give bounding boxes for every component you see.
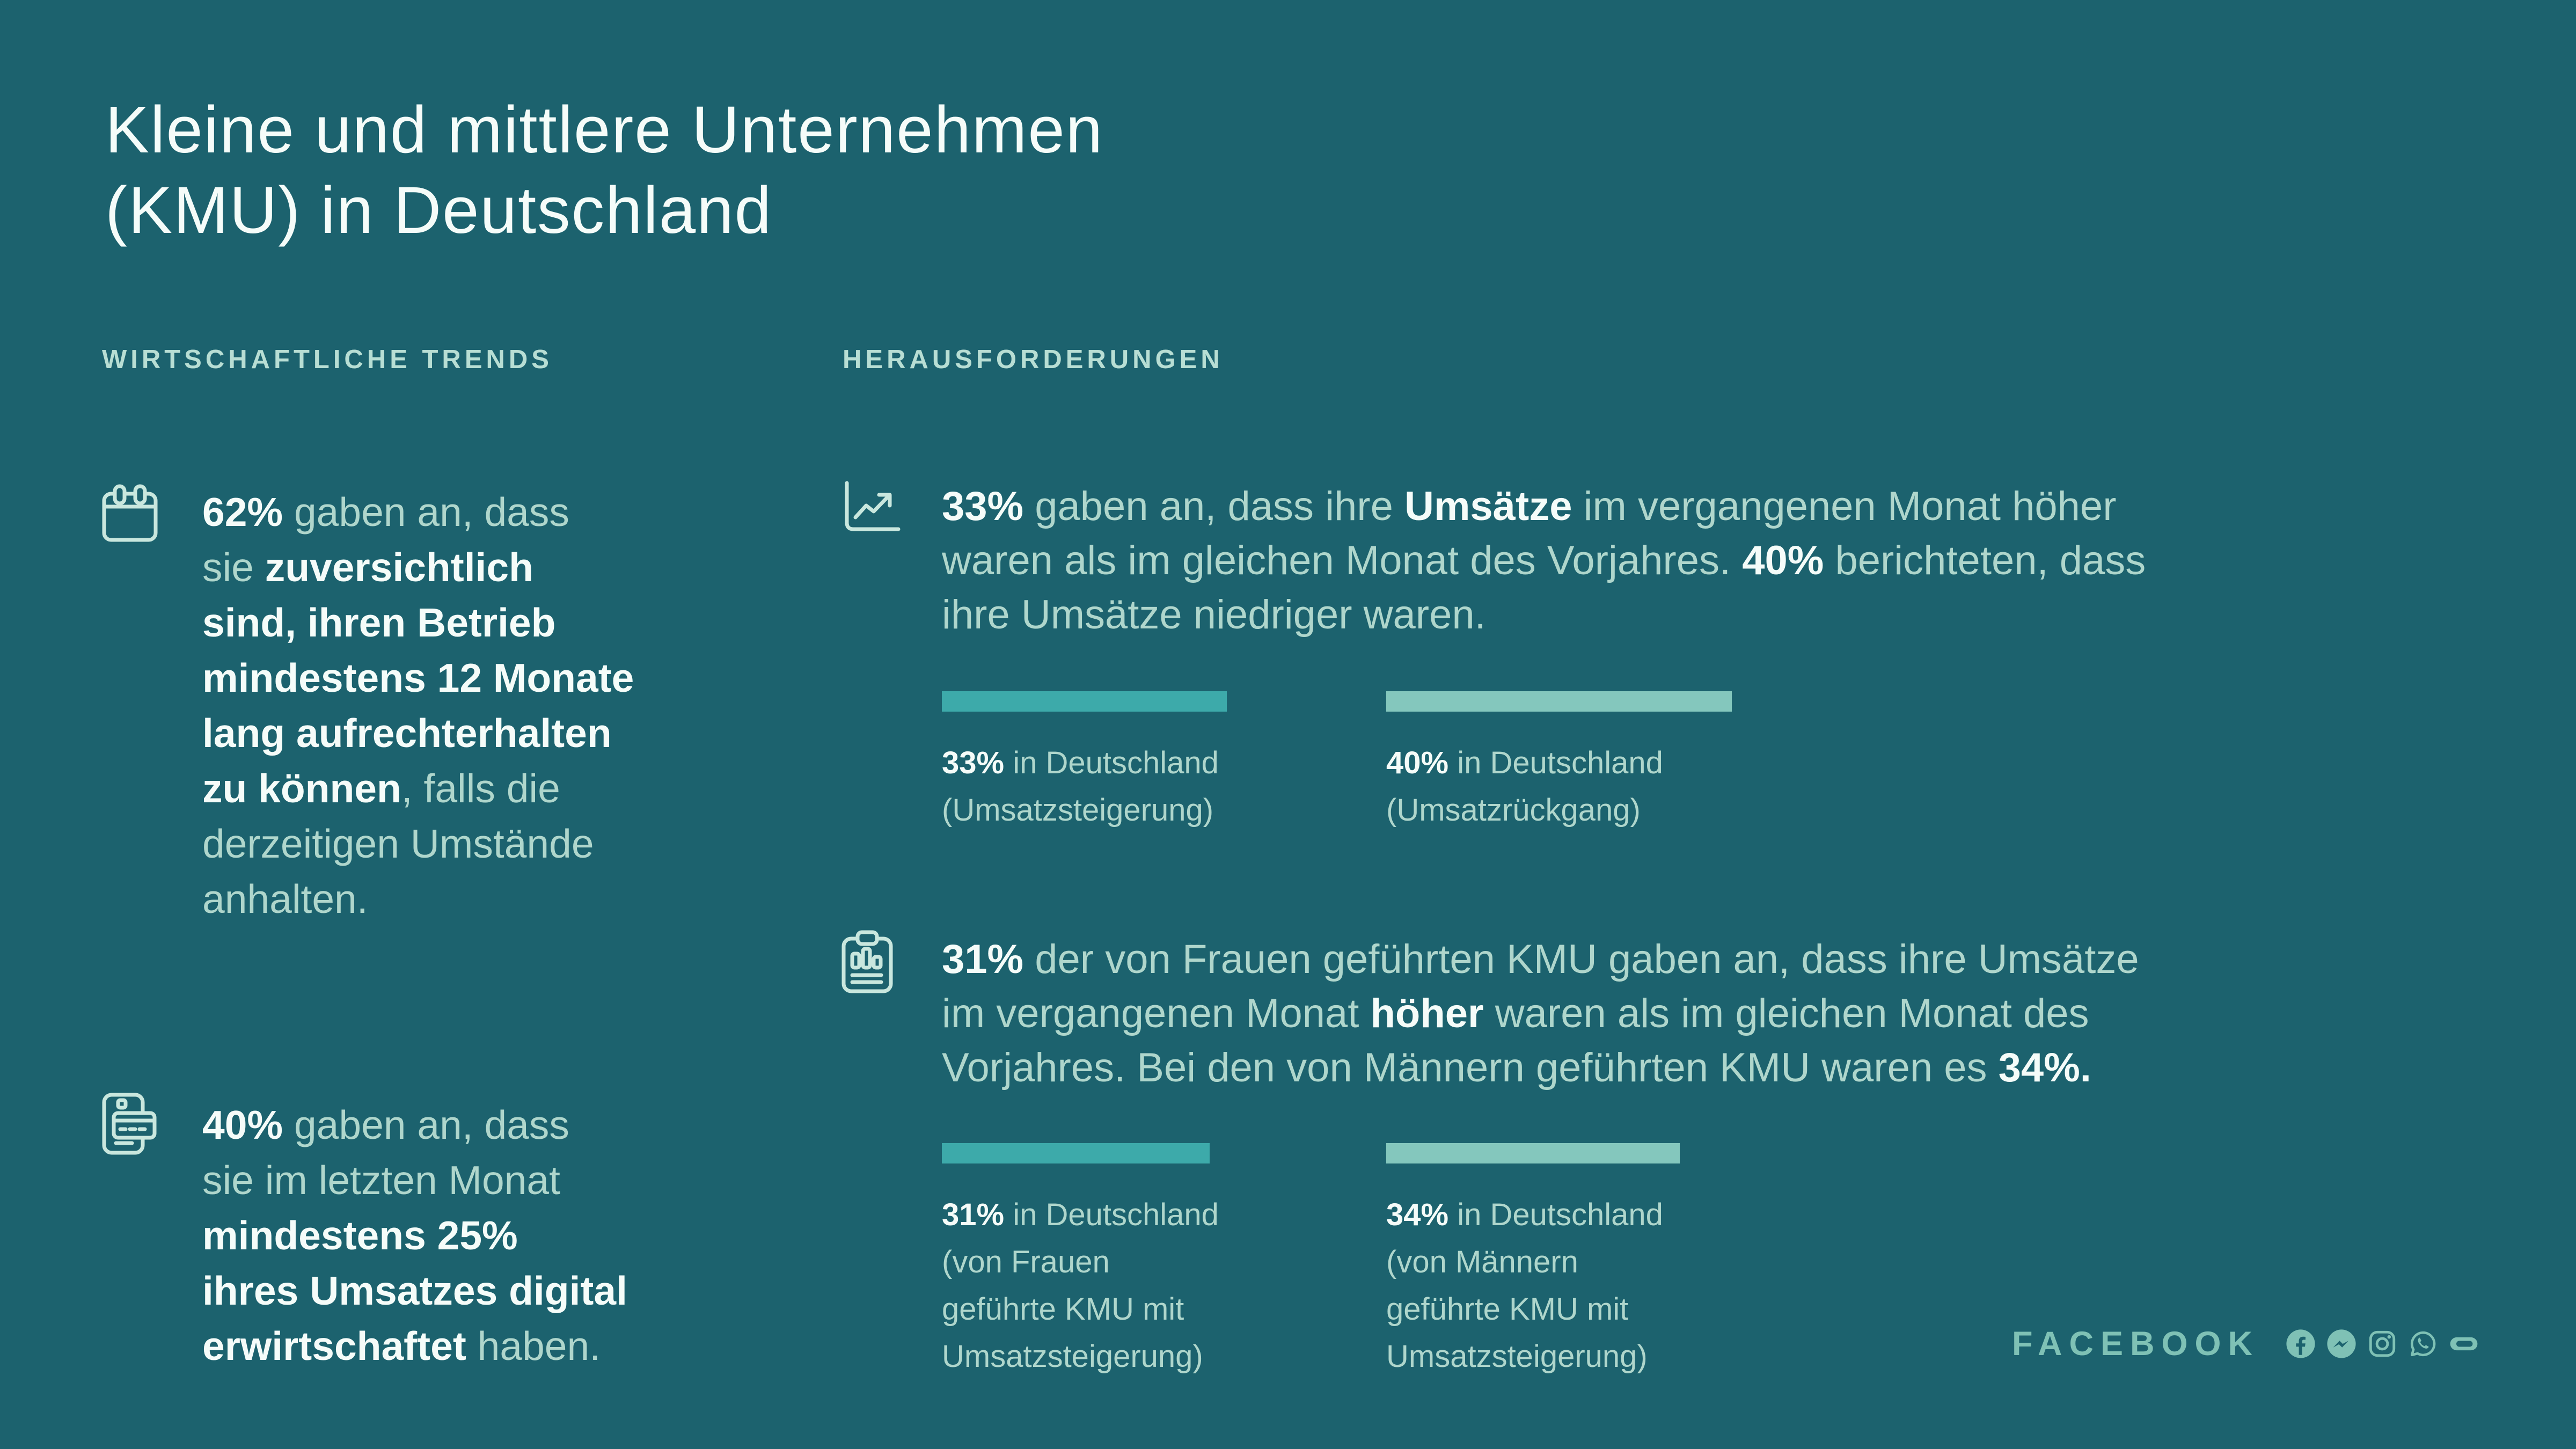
section-header-challenges: HERAUSFORDERUNGEN <box>843 345 1224 374</box>
oculus-icon <box>2450 1337 2478 1351</box>
line-chart-icon <box>845 481 901 531</box>
facebook-icon <box>2286 1329 2315 1358</box>
stat-text-revenue-comparison: 33% gaben an, dass ihre Umsätze im verga… <box>942 484 2146 638</box>
social-icons-row <box>2285 1328 2479 1359</box>
bar-umsatzsteigerung <box>942 691 1227 712</box>
instagram-icon <box>2369 1330 2396 1357</box>
bar-frauen-gefuehrte-kmu <box>942 1143 1210 1163</box>
bar-label-umsatzsteigerung: 33% in Deutschland (Umsatzsteigerung) <box>942 745 1219 828</box>
messenger-icon <box>2327 1329 2356 1358</box>
bar-maenner-gefuehrte-kmu <box>1386 1143 1680 1163</box>
bar-label-umsatzrueckgang: 40% in Deutschland (Umsatzrückgang) <box>1386 745 1663 828</box>
stat-text-digital-revenue: 40% gaben an, dass sie im letzten Monat mi… <box>202 1102 627 1368</box>
bar-label-maenner-gefuehrte-kmu: 34% in Deutschland (von Männern geführte K… <box>1386 1197 1663 1374</box>
section-header-trends: WIRTSCHAFTLICHE TRENDS <box>102 345 553 374</box>
whatsapp-icon <box>2410 1331 2436 1357</box>
stat-text-business-confidence: 62% gaben an, dass sie zuversichtlich sind… <box>202 489 634 921</box>
bar-umsatzrueckgang <box>1386 691 1732 712</box>
facebook-wordmark: FACEBOOK <box>2011 1325 2259 1363</box>
calendar-icon <box>102 484 158 542</box>
stat-text-gender-led-smb: 31% der von Frauen geführten KMU gaben a… <box>942 936 2139 1091</box>
report-clipboard-icon <box>841 930 893 993</box>
bar-label-frauen-gefuehrte-kmu: 31% in Deutschland (von Frauen geführte KM… <box>942 1197 1219 1374</box>
page-title: Kleine und mittlere Unternehmen (KMU) in… <box>105 93 1104 247</box>
facebook-footer: FACEBOOK <box>2012 1324 2479 1363</box>
mobile-payment-icon <box>102 1093 157 1155</box>
